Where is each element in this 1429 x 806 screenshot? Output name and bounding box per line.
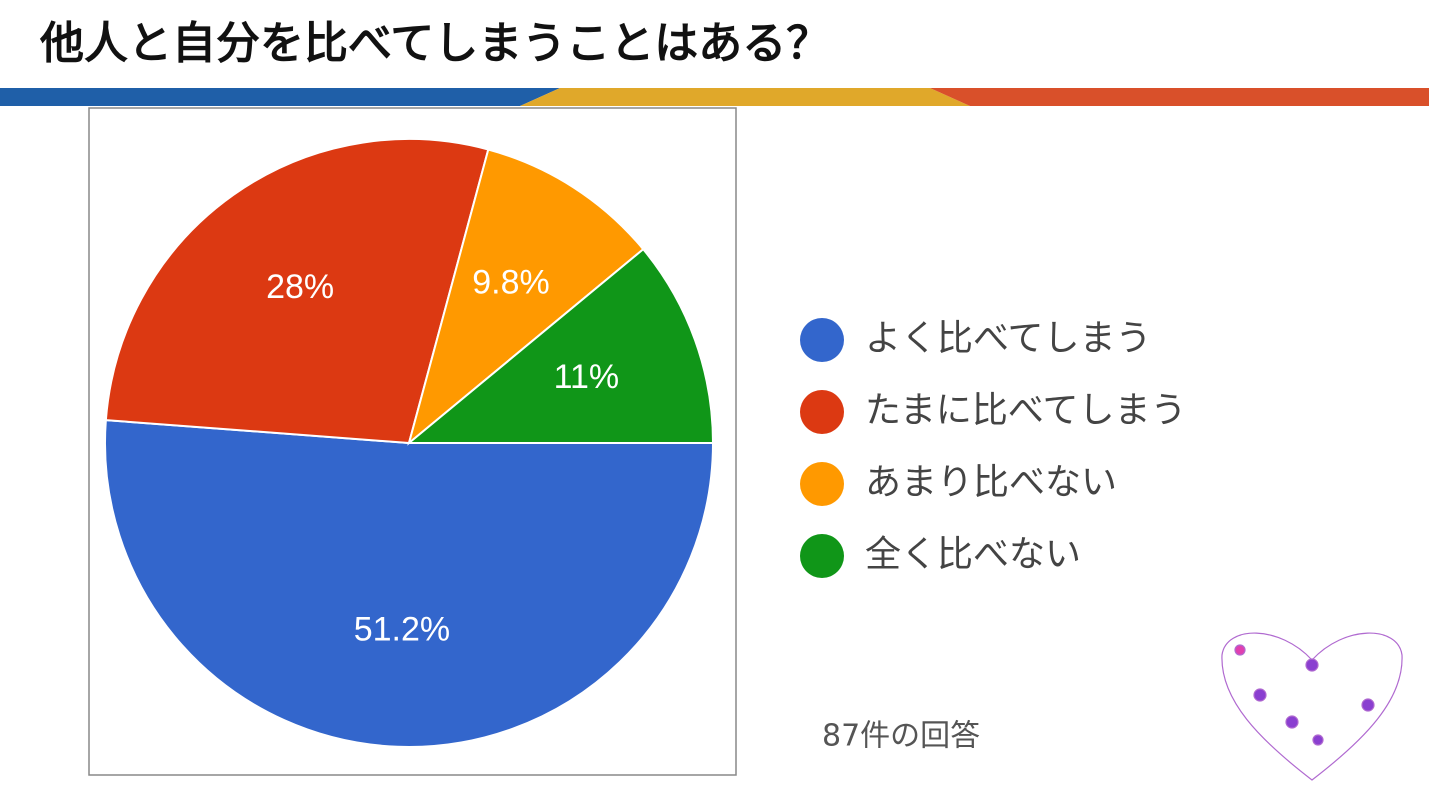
pie-slice (104, 138, 490, 445)
legend-label: あまり比べない (865, 462, 1117, 503)
slice-label: 9.8% (472, 263, 550, 301)
legend-label: よく比べてしまう (865, 318, 1152, 359)
response-count: 87件の回答 (822, 719, 980, 754)
legend-marker (800, 318, 844, 362)
legend-marker (800, 534, 844, 578)
pie-slice (406, 247, 715, 444)
pie-slice (104, 419, 715, 748)
slice-label: 28% (266, 268, 334, 306)
legend-label: たまに比べてしまう (865, 390, 1186, 431)
slide-title: 他人と自分を比べてしまうことはある？ (39, 18, 830, 69)
slice-label: 11% (554, 358, 620, 396)
logo (1221, 632, 1403, 781)
slice-label: 51.2% (354, 610, 450, 648)
stripe-red (930, 88, 1429, 106)
legend-marker (800, 462, 844, 506)
legend-marker (800, 390, 844, 434)
stripe-blue (0, 88, 560, 106)
pie-slice (407, 148, 645, 446)
stripe-yellow (520, 88, 970, 106)
legend-label: 全く比べない (865, 534, 1081, 575)
